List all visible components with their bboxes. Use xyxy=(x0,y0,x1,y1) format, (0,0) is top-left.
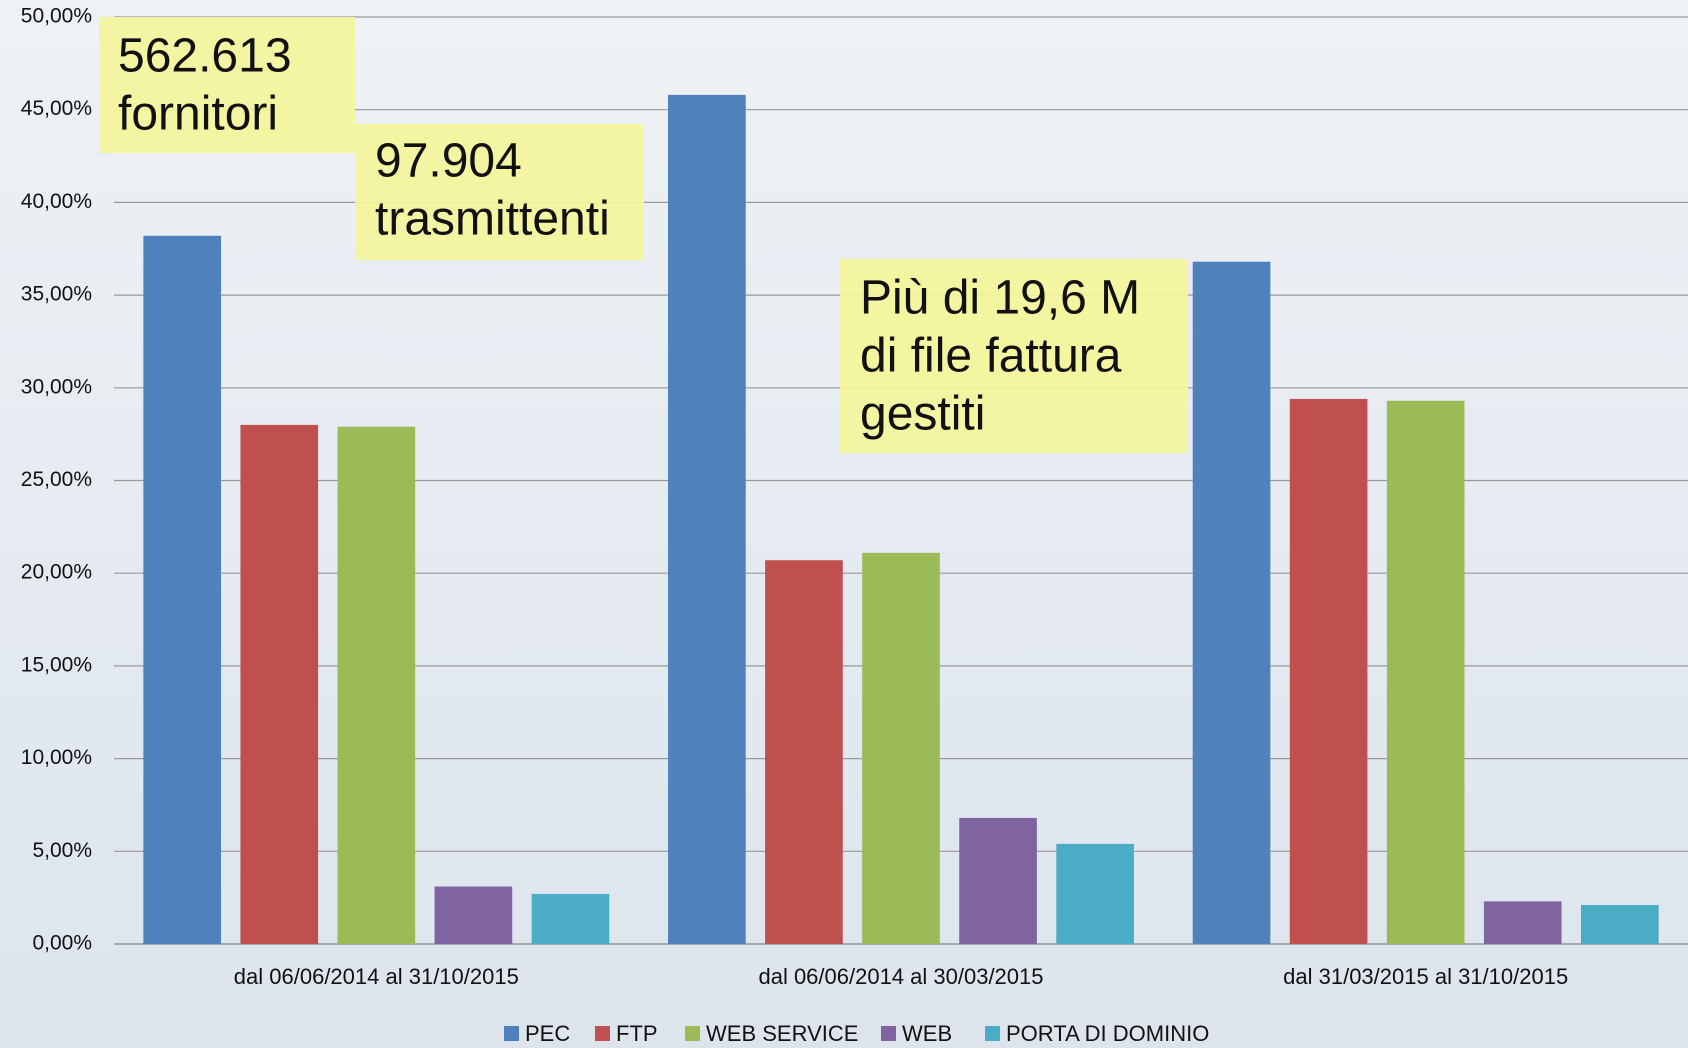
legend-label: WEB xyxy=(902,1021,952,1046)
bar xyxy=(1056,843,1134,944)
annotation-text: di file fattura xyxy=(860,330,1122,383)
bar xyxy=(531,893,610,944)
annotation-text: gestiti xyxy=(860,388,985,441)
y-tick-label: 50,00% xyxy=(21,5,92,28)
bar xyxy=(959,817,1037,944)
legend-label: PEC xyxy=(525,1021,570,1046)
annotation-text: fornitori xyxy=(118,88,278,141)
bar xyxy=(862,552,940,944)
annotation-box xyxy=(840,259,1188,453)
y-tick-label: 5,00% xyxy=(32,839,92,862)
bar xyxy=(1386,400,1465,944)
bar xyxy=(1289,398,1368,944)
annotation-text: 97.904 xyxy=(375,135,522,188)
bar xyxy=(240,424,319,944)
y-tick-label: 25,00% xyxy=(21,468,92,491)
legend-label: FTP xyxy=(616,1021,658,1046)
bar xyxy=(337,426,416,944)
legend-label: WEB SERVICE xyxy=(706,1021,858,1046)
y-tick-label: 30,00% xyxy=(21,375,92,398)
legend-swatch xyxy=(504,1026,519,1041)
legend-swatch xyxy=(985,1026,1000,1041)
annotation-box xyxy=(355,124,644,260)
bar xyxy=(143,235,222,945)
y-tick-label: 40,00% xyxy=(21,190,92,213)
bar xyxy=(1483,901,1562,944)
annotation-text: trasmittenti xyxy=(375,193,610,246)
bar xyxy=(668,94,746,945)
y-tick-label: 35,00% xyxy=(21,283,92,306)
annotation-box xyxy=(99,17,355,153)
legend-label: PORTA DI DOMINIO xyxy=(1006,1021,1209,1046)
legend-swatch xyxy=(881,1026,896,1041)
annotation-text: Più di 19,6 M xyxy=(860,272,1140,325)
bar xyxy=(765,560,843,944)
bar xyxy=(1580,905,1659,944)
x-tick-label: dal 06/06/2014 al 30/03/2015 xyxy=(758,964,1043,989)
legend-swatch xyxy=(595,1026,610,1041)
bar xyxy=(1192,261,1271,944)
y-tick-label: 15,00% xyxy=(21,653,92,676)
bar xyxy=(434,886,513,944)
y-tick-label: 45,00% xyxy=(21,97,92,120)
y-tick-label: 0,00% xyxy=(32,932,92,955)
y-tick-label: 20,00% xyxy=(21,561,92,584)
x-tick-label: dal 31/03/2015 al 31/10/2015 xyxy=(1283,964,1568,989)
x-tick-label: dal 06/06/2014 al 31/10/2015 xyxy=(234,964,519,989)
legend-swatch xyxy=(685,1026,700,1041)
y-tick-label: 10,00% xyxy=(21,746,92,769)
annotation-text: 562.613 xyxy=(118,30,292,83)
